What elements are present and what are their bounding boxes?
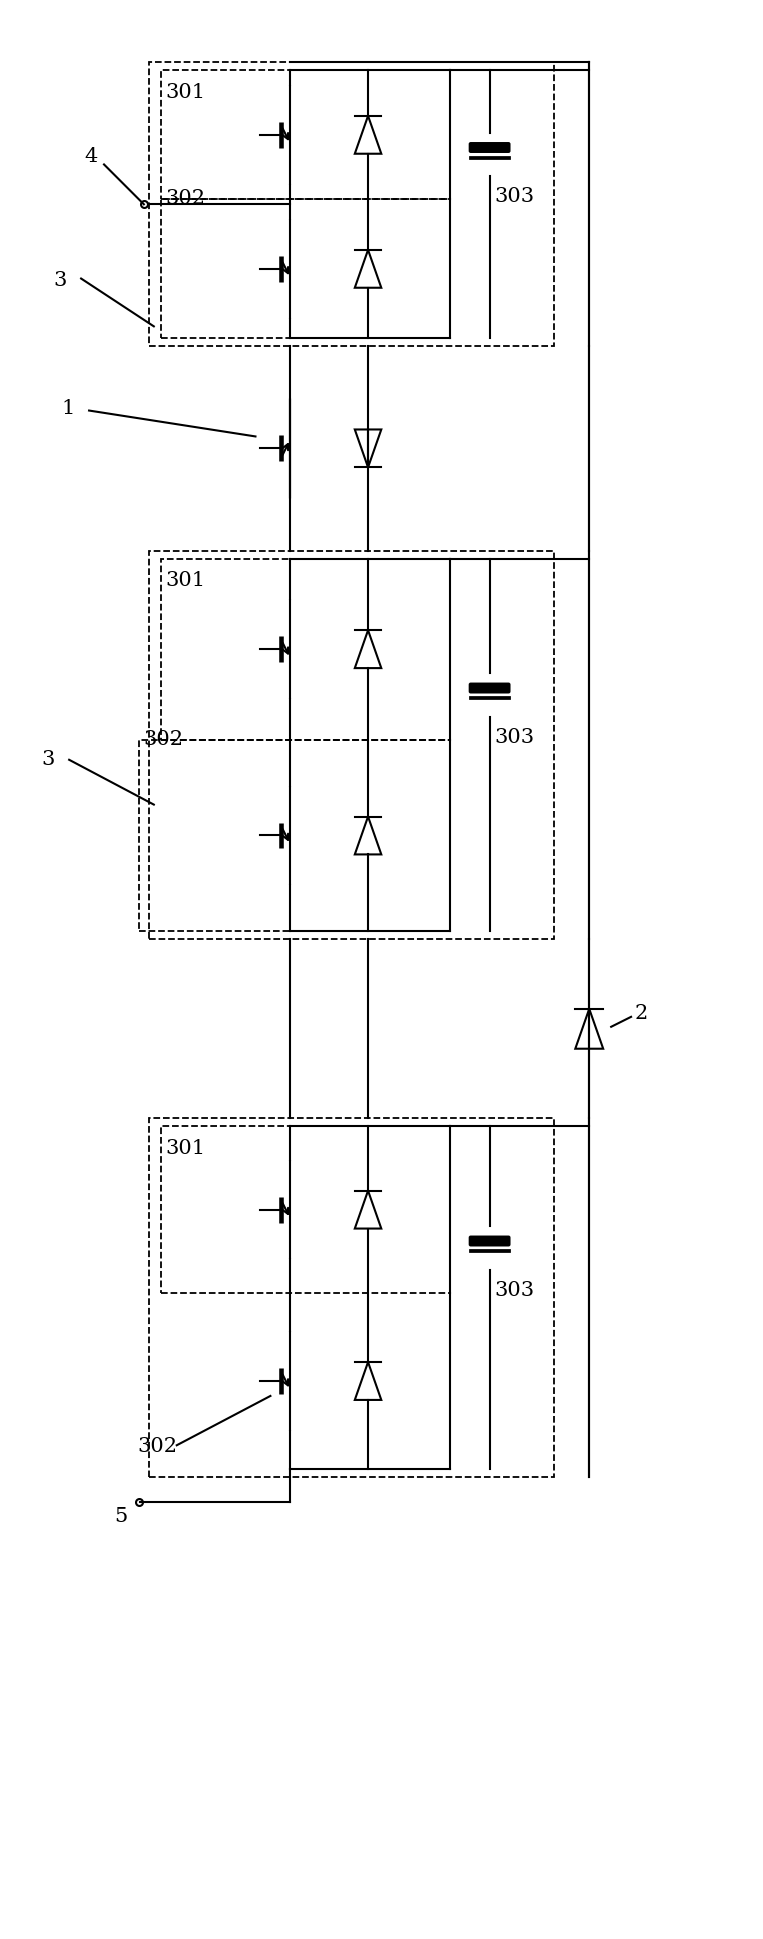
Text: 303: 303 — [494, 727, 535, 747]
Text: 301: 301 — [166, 1140, 206, 1158]
Text: 4: 4 — [84, 147, 98, 167]
Text: 301: 301 — [166, 572, 206, 589]
FancyBboxPatch shape — [468, 142, 510, 153]
Text: 1: 1 — [61, 399, 75, 417]
Text: 303: 303 — [494, 1282, 535, 1299]
FancyBboxPatch shape — [468, 683, 510, 694]
Text: 3: 3 — [53, 271, 66, 291]
Text: 5: 5 — [114, 1507, 127, 1526]
FancyBboxPatch shape — [468, 1235, 510, 1247]
Text: 302: 302 — [144, 729, 184, 748]
Text: 301: 301 — [166, 83, 206, 103]
Text: 2: 2 — [634, 1004, 647, 1022]
Text: 303: 303 — [494, 188, 535, 206]
Text: 302: 302 — [137, 1437, 177, 1456]
Text: 302: 302 — [166, 190, 206, 207]
Text: 3: 3 — [41, 750, 55, 768]
